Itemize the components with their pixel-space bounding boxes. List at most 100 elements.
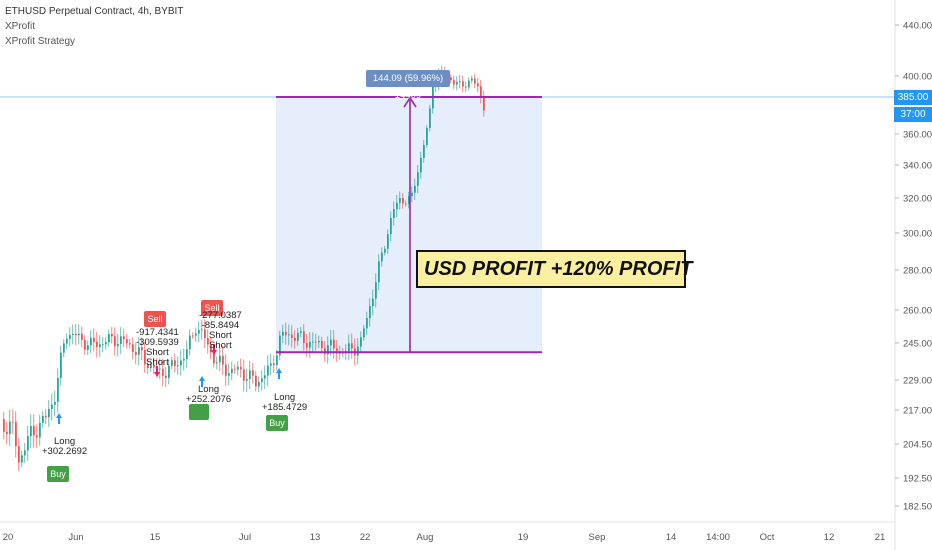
- candle-body: [312, 341, 314, 343]
- candle-body: [453, 80, 455, 85]
- candle-body: [12, 421, 14, 423]
- candle-body: [132, 344, 134, 352]
- candle-body: [9, 421, 11, 435]
- candle-body: [207, 338, 209, 345]
- indicator-xprofit-strategy[interactable]: XProfit Strategy: [5, 36, 76, 47]
- time-tick-label: 14:00: [706, 532, 730, 543]
- candle-body: [186, 349, 188, 359]
- indicator-xprofit[interactable]: XProfit: [5, 21, 36, 32]
- candle-body: [450, 77, 452, 81]
- candle-body: [369, 306, 371, 319]
- candle-body: [255, 375, 257, 387]
- candle-body: [381, 252, 383, 262]
- signal-long-label: Long +302.2692: [42, 436, 88, 457]
- candle-body: [351, 343, 353, 349]
- sell-arrow-icon: [211, 344, 217, 355]
- candle-body: [123, 336, 125, 340]
- candle-body: [171, 360, 173, 366]
- signal-short-label: -917.4341 -309.5939 Short Short: [136, 327, 179, 368]
- price-tick-label: 192.50: [903, 474, 932, 485]
- candle-body: [291, 334, 293, 338]
- time-tick-label: 19: [518, 532, 529, 543]
- price-tick-label: 440.00: [903, 21, 932, 32]
- candle-body: [39, 422, 41, 438]
- candle-body: [6, 431, 8, 435]
- time-tick-label: Oct: [760, 532, 775, 543]
- candle-body: [225, 364, 227, 376]
- price-tick-label: 340.00: [903, 161, 932, 172]
- candle-body: [192, 335, 194, 337]
- candle-body: [54, 401, 56, 405]
- candle-body: [336, 348, 338, 354]
- candle-body: [390, 217, 392, 235]
- signal-short-label: -277.0387 -85.8494 Short Short: [199, 310, 242, 351]
- candle-body: [213, 352, 215, 364]
- signal-long-label: Long +252.2076: [186, 384, 232, 405]
- time-tick-label: Jun: [68, 532, 83, 543]
- time-tick-label: 13: [310, 532, 321, 543]
- candle-body: [333, 339, 335, 349]
- candle-body: [393, 209, 395, 218]
- price-tick-label: 280.00: [903, 266, 932, 277]
- measure-label: 144.09 (59.96%) 14409: [366, 70, 450, 101]
- profit-annotation[interactable]: USD PROFIT +120% PROFIT: [416, 250, 692, 288]
- time-tick-label: Jul: [239, 532, 251, 543]
- candle-body: [264, 375, 266, 379]
- candle-body: [480, 86, 482, 97]
- candle-body: [72, 333, 74, 335]
- candle-body: [360, 337, 362, 347]
- candle-body: [288, 334, 290, 336]
- candle-body: [387, 234, 389, 249]
- symbol-title[interactable]: ETHUSD Perpetual Contract, 4h, BYBIT: [5, 6, 184, 17]
- candle-body: [102, 344, 104, 346]
- candle-body: [138, 347, 140, 355]
- candle-body: [297, 332, 299, 341]
- time-tick-label: 15: [150, 532, 161, 543]
- buy-arrow-icon: [56, 413, 62, 424]
- candle-body: [465, 86, 467, 88]
- candle-body: [135, 351, 137, 355]
- candle-body: [273, 363, 275, 366]
- candle-body: [396, 202, 398, 210]
- measure-arrow-head: [403, 96, 417, 108]
- candle-body: [114, 336, 116, 347]
- candle-body: [33, 426, 35, 436]
- candle-body: [30, 426, 32, 437]
- candle-body: [27, 436, 29, 451]
- candle-body: [201, 329, 203, 331]
- candle-body: [180, 360, 182, 366]
- candle-body: [129, 343, 131, 345]
- candle-body: [378, 261, 380, 283]
- candle-body: [324, 348, 326, 355]
- candle-body: [60, 352, 62, 378]
- candle-body: [267, 365, 269, 376]
- candle-body: [216, 362, 218, 364]
- candle-body: [420, 157, 422, 173]
- price-tick-label: 360.00: [903, 130, 932, 141]
- candle-body: [414, 185, 416, 193]
- price-tick-label: 400.00: [903, 72, 932, 83]
- time-tick-label: 20: [3, 532, 14, 543]
- candle-body: [375, 282, 377, 299]
- candle-body: [300, 331, 302, 333]
- candle-body: [111, 334, 113, 337]
- candle-body: [42, 415, 44, 423]
- candle-body: [126, 339, 128, 344]
- candle-body: [81, 333, 83, 340]
- candle-body: [63, 343, 65, 353]
- candle-body: [411, 192, 413, 197]
- price-tick-label: 245.00: [903, 339, 932, 350]
- candle-body: [108, 334, 110, 343]
- candle-body: [69, 334, 71, 339]
- candle-body: [261, 378, 263, 382]
- candle-body: [252, 370, 254, 376]
- candle-body: [210, 344, 212, 353]
- candle-body: [48, 408, 50, 418]
- candle-body: [399, 198, 401, 203]
- candle-body: [78, 333, 80, 336]
- candle-body: [90, 337, 92, 346]
- candle-body: [417, 172, 419, 186]
- candle-body: [402, 198, 404, 204]
